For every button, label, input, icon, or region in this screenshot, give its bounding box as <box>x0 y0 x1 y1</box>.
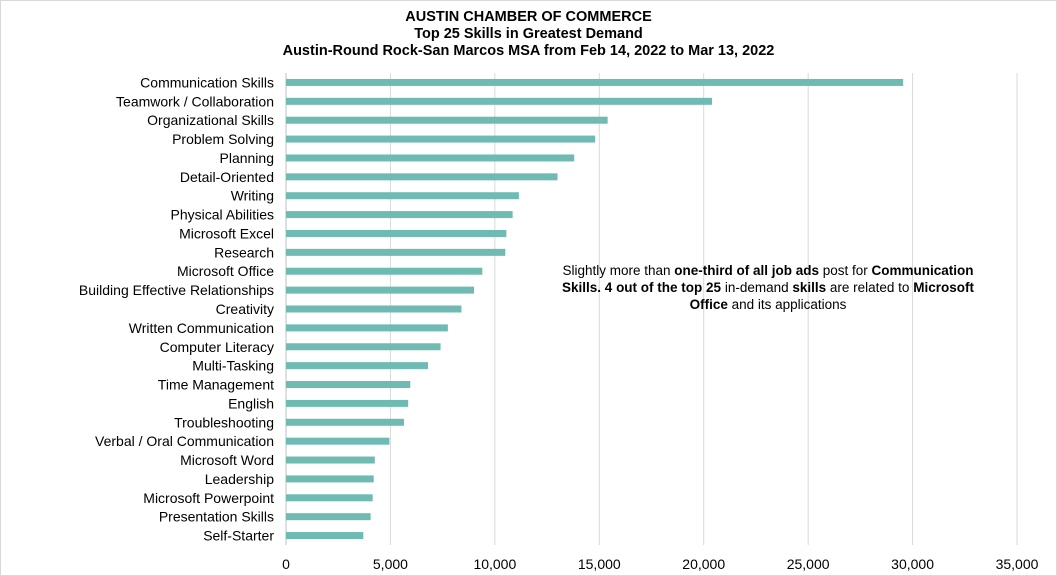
category-label: Research <box>214 244 274 260</box>
bar <box>286 381 411 389</box>
category-label: Troubleshooting <box>174 414 274 430</box>
bar <box>286 192 519 200</box>
bar <box>286 343 441 351</box>
bar <box>286 116 608 124</box>
category-label: Multi-Tasking <box>192 358 274 374</box>
category-label: Physical Abilities <box>171 207 275 223</box>
bar <box>286 324 448 332</box>
bar <box>286 173 558 181</box>
x-tick-label: 20,000 <box>682 556 725 572</box>
bar <box>286 305 462 313</box>
category-label: Leadership <box>205 471 274 487</box>
chart-subtitle-region: Austin-Round Rock-San Marcos MSA from Fe… <box>282 43 775 59</box>
x-tick-label: 35,000 <box>996 556 1039 572</box>
chart-title: AUSTIN CHAMBER OF COMMERCE <box>405 9 652 25</box>
bar <box>286 418 405 426</box>
category-label: Communication Skills <box>140 74 274 90</box>
x-tick-label: 0 <box>282 556 290 572</box>
bar <box>286 97 713 105</box>
x-tick-label: 25,000 <box>787 556 830 572</box>
bar <box>286 532 364 540</box>
bar <box>286 399 409 407</box>
chart-subtitle: Top 25 Skills in Greatest Demand <box>414 26 643 42</box>
category-label: Presentation Skills <box>159 509 274 525</box>
bar <box>286 229 507 237</box>
bar <box>286 513 371 521</box>
bar <box>286 494 373 502</box>
bar <box>286 456 375 464</box>
x-tick-label: 30,000 <box>891 556 934 572</box>
category-label: Self-Starter <box>203 528 274 544</box>
category-label: Teamwork / Collaboration <box>116 93 274 109</box>
category-label: Building Effective Relationships <box>79 282 274 298</box>
bar <box>286 475 374 483</box>
x-tick-label: 5,000 <box>373 556 408 572</box>
category-label: Problem Solving <box>172 131 274 147</box>
category-label: Detail-Oriented <box>180 169 274 185</box>
x-tick-label: 10,000 <box>473 556 516 572</box>
x-tick-label: 15,000 <box>578 556 621 572</box>
category-label: Microsoft Word <box>180 452 274 468</box>
category-label: English <box>228 395 274 411</box>
category-label: Computer Literacy <box>160 339 274 355</box>
category-label: Microsoft Excel <box>179 225 274 241</box>
category-label: Time Management <box>158 377 274 393</box>
category-label: Organizational Skills <box>147 112 274 128</box>
bar <box>286 286 474 294</box>
chart-annotation: Slightly more than one-third of all job … <box>562 263 974 312</box>
bar <box>286 78 904 86</box>
bar <box>286 362 429 370</box>
bar <box>286 154 575 162</box>
category-label: Planning <box>220 150 275 166</box>
bar <box>286 211 513 219</box>
bar <box>286 248 506 256</box>
category-label: Verbal / Oral Communication <box>95 433 274 449</box>
category-label: Microsoft Office <box>177 263 274 279</box>
category-label: Written Communication <box>129 320 274 336</box>
bar <box>286 437 390 445</box>
category-label: Writing <box>231 188 274 204</box>
category-label: Microsoft Powerpoint <box>143 490 274 506</box>
category-label: Creativity <box>216 301 274 317</box>
bar <box>286 135 596 143</box>
chart-titles: AUSTIN CHAMBER OF COMMERCE Top 25 Skills… <box>0 9 1057 60</box>
bar <box>286 267 483 275</box>
